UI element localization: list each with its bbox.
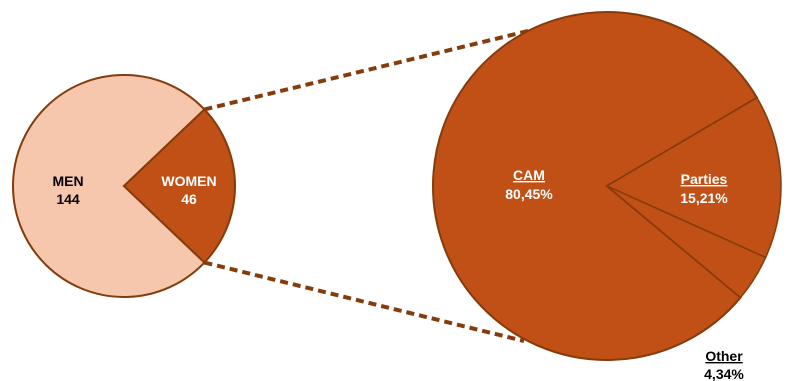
connector-line-bottom: [203, 260, 525, 343]
data-label-cam-value: 80,45%: [505, 186, 553, 202]
pie-slice-parties: [605, 96, 782, 259]
data-label-men-value: 144: [56, 191, 80, 207]
data-label-cam-name: CAM: [513, 167, 545, 183]
data-label-women-name: WOMEN: [161, 173, 216, 189]
data-label-parties-value: 15,21%: [680, 190, 728, 206]
data-label-other-value: 4,34%: [704, 366, 744, 381]
data-label-parties-name: Parties: [681, 171, 728, 187]
pie-slice-cam: [432, 11, 759, 362]
data-label-women-value: 46: [181, 191, 197, 207]
pie-slice-other: [606, 185, 767, 299]
pie-slice-women: [122, 108, 236, 264]
data-label-other-name: Other: [705, 348, 743, 364]
data-label-men-name: MEN: [52, 173, 83, 189]
pie-slice-men: [12, 74, 206, 298]
connector-line-top: [203, 29, 529, 112]
